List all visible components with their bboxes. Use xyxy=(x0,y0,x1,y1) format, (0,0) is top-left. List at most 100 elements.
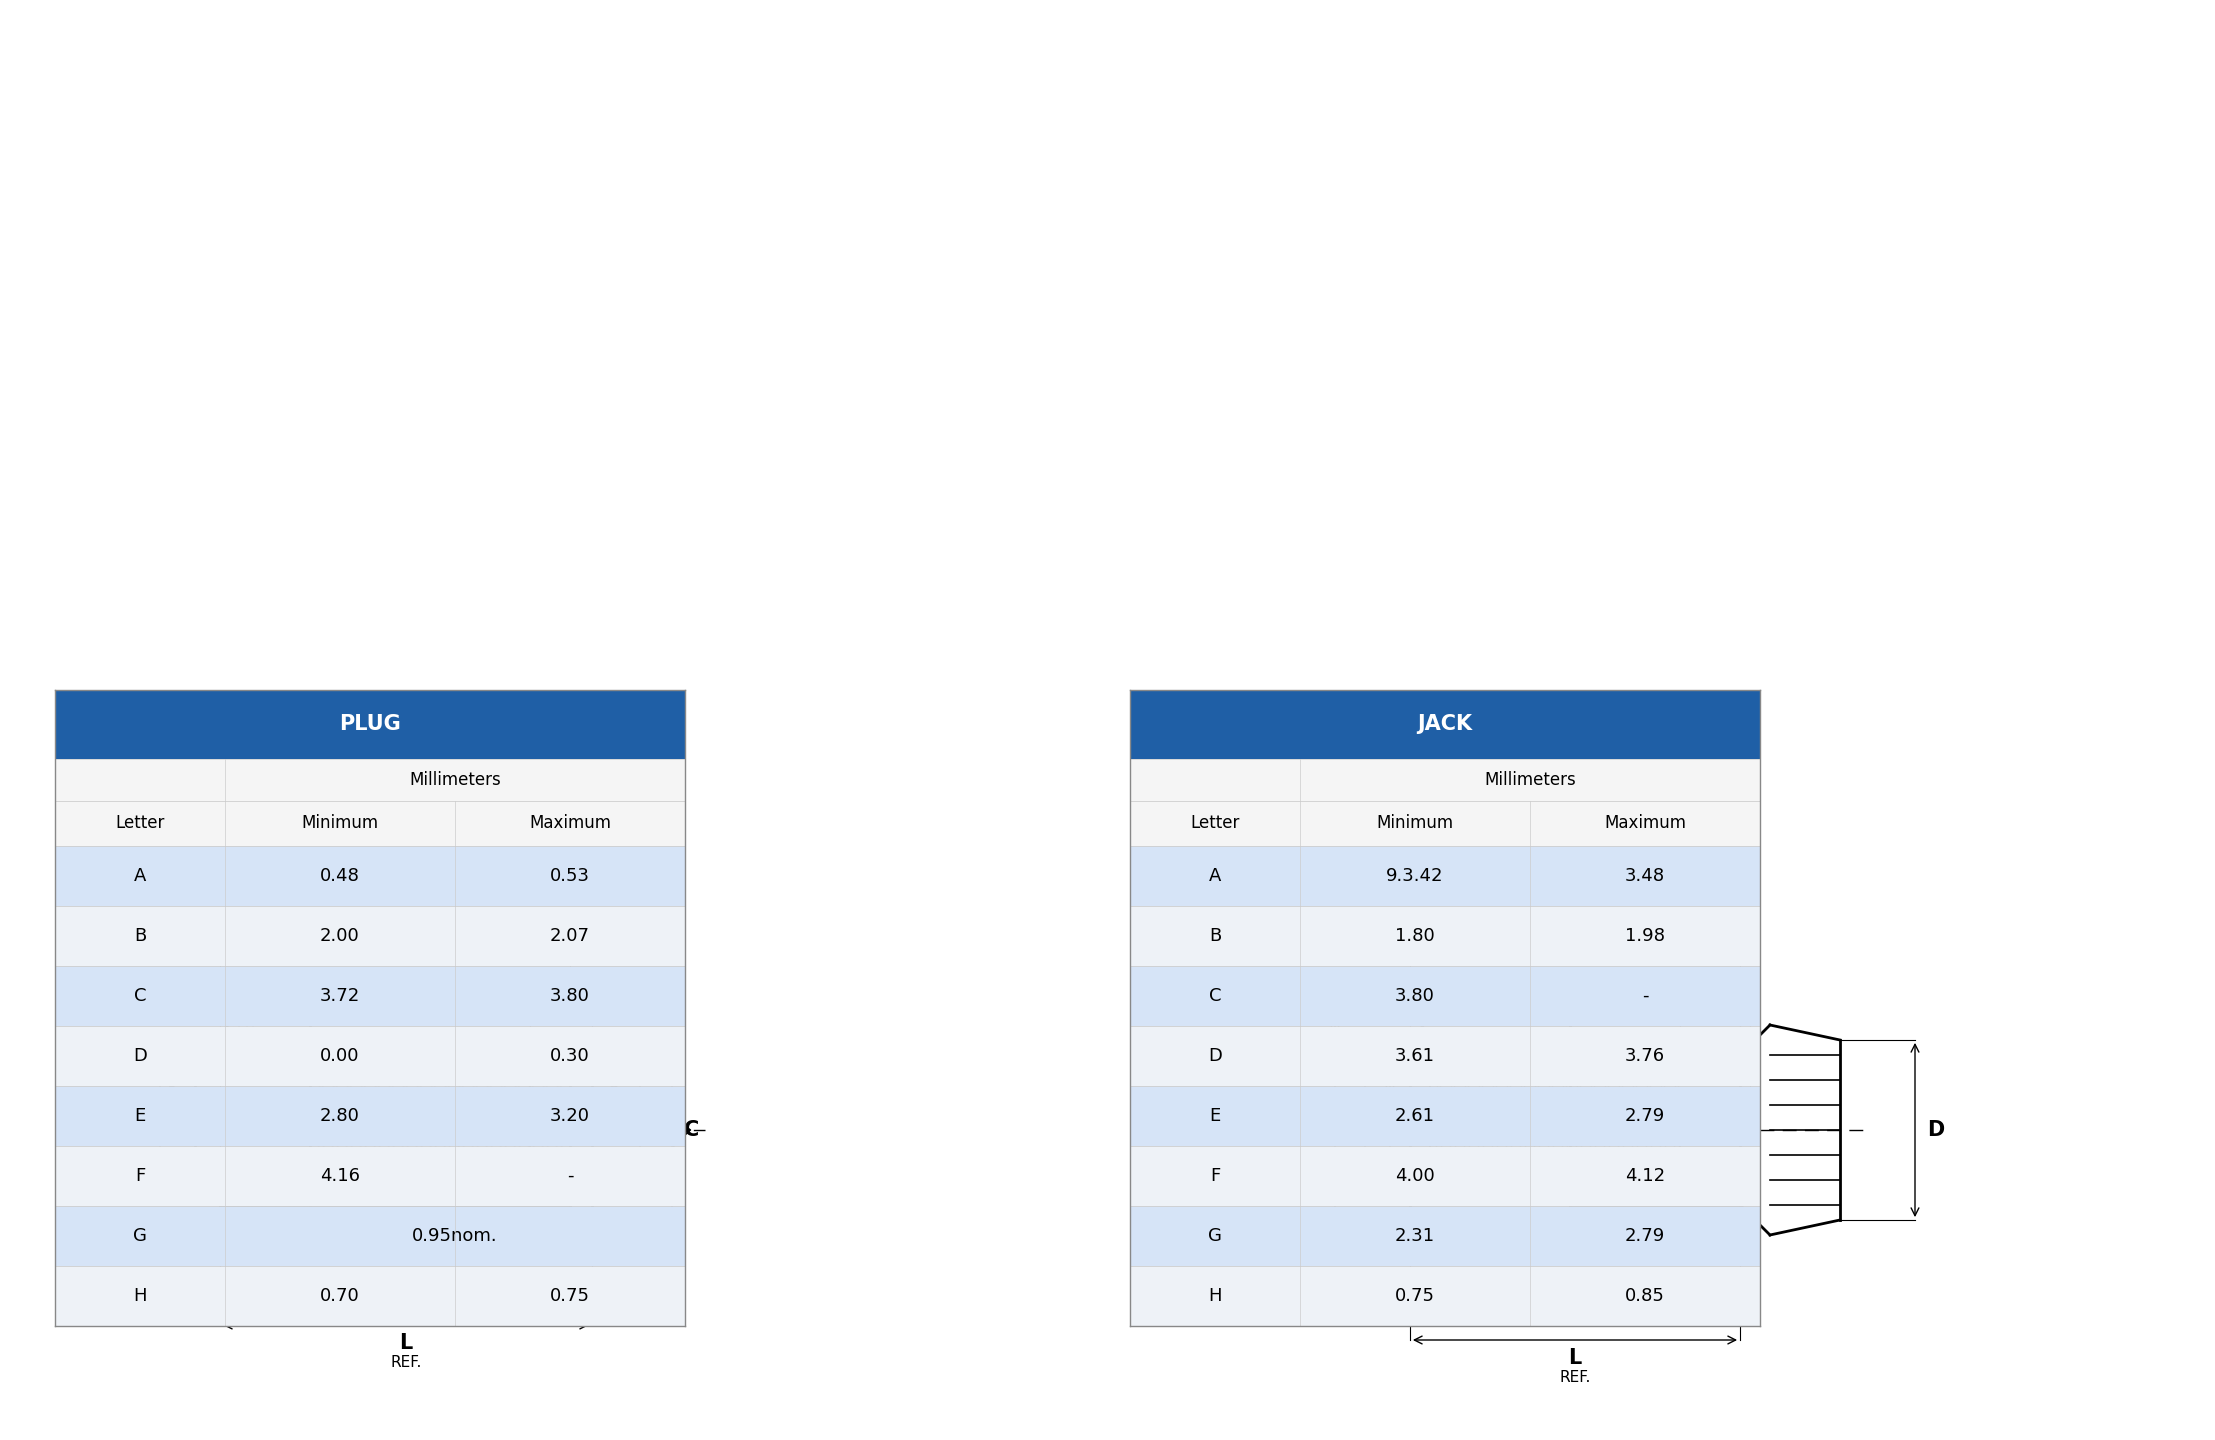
Text: 3.80: 3.80 xyxy=(1395,986,1435,1005)
Text: -: - xyxy=(1641,986,1648,1005)
Text: -: - xyxy=(567,1166,574,1185)
Text: 2.00: 2.00 xyxy=(321,927,359,945)
Polygon shape xyxy=(1130,690,1761,759)
Polygon shape xyxy=(55,690,684,759)
Text: 0.95nom.: 0.95nom. xyxy=(412,1227,498,1246)
Text: D: D xyxy=(1207,1047,1223,1066)
Polygon shape xyxy=(1130,966,1761,1025)
Text: Maximum: Maximum xyxy=(529,815,611,832)
Text: C: C xyxy=(1307,1120,1322,1140)
Text: L: L xyxy=(1568,1348,1582,1368)
Polygon shape xyxy=(1130,845,1761,906)
Text: D: D xyxy=(133,1047,146,1066)
Text: H: H xyxy=(368,950,383,968)
Text: 9.3.42: 9.3.42 xyxy=(1387,867,1444,886)
Polygon shape xyxy=(55,1086,684,1146)
Text: A: A xyxy=(607,1081,620,1100)
Text: 3.80: 3.80 xyxy=(549,986,589,1005)
Text: 2.79: 2.79 xyxy=(1626,1227,1666,1246)
Text: A: A xyxy=(1364,1120,1378,1139)
Text: 0.48: 0.48 xyxy=(319,867,359,886)
Text: Millimeters: Millimeters xyxy=(410,770,501,789)
Polygon shape xyxy=(55,759,684,801)
Text: C: C xyxy=(684,1120,700,1140)
Text: E: E xyxy=(135,1107,146,1125)
Text: REF.: REF. xyxy=(390,1355,421,1369)
Text: E: E xyxy=(388,914,403,935)
PathPatch shape xyxy=(219,1205,310,1240)
Text: 0.00: 0.00 xyxy=(321,1047,359,1066)
Polygon shape xyxy=(1130,801,1761,845)
Bar xyxy=(1570,1056,1679,1205)
Polygon shape xyxy=(55,966,684,1025)
Text: B: B xyxy=(614,1223,629,1243)
Text: 4.00: 4.00 xyxy=(1395,1166,1435,1185)
Text: 0.30: 0.30 xyxy=(549,1047,589,1066)
Polygon shape xyxy=(1130,1025,1761,1086)
Text: 1.98: 1.98 xyxy=(1626,927,1666,945)
Text: B: B xyxy=(1340,1102,1353,1119)
Text: L: L xyxy=(399,1333,412,1354)
Text: 2.07: 2.07 xyxy=(549,927,589,945)
Text: 0.75: 0.75 xyxy=(549,1287,589,1305)
Text: 4.12: 4.12 xyxy=(1626,1166,1666,1185)
Text: 3.61: 3.61 xyxy=(1395,1047,1435,1066)
Text: G: G xyxy=(131,1120,148,1140)
Text: JACK: JACK xyxy=(1418,714,1473,734)
Polygon shape xyxy=(1130,906,1761,966)
Text: Letter: Letter xyxy=(1189,815,1240,832)
Text: E: E xyxy=(1568,914,1582,935)
Text: H: H xyxy=(1706,986,1721,1005)
Text: 2.79: 2.79 xyxy=(1626,1107,1666,1125)
Text: 2.61: 2.61 xyxy=(1395,1107,1435,1125)
Text: Maximum: Maximum xyxy=(1604,815,1686,832)
Text: D: D xyxy=(580,1233,596,1251)
Text: H: H xyxy=(1207,1287,1223,1305)
Text: A: A xyxy=(1209,867,1220,886)
Text: B: B xyxy=(1209,927,1220,945)
Polygon shape xyxy=(55,801,684,845)
Text: 0.85: 0.85 xyxy=(1626,1287,1666,1305)
Polygon shape xyxy=(1130,759,1761,801)
Polygon shape xyxy=(1130,1086,1761,1146)
Text: 3.76: 3.76 xyxy=(1626,1047,1666,1066)
Text: F: F xyxy=(135,1166,146,1185)
Polygon shape xyxy=(55,1025,684,1086)
Bar xyxy=(310,1056,569,1205)
Text: C: C xyxy=(1209,986,1220,1005)
PathPatch shape xyxy=(219,1020,310,1056)
Text: G: G xyxy=(133,1227,146,1246)
Text: 3.48: 3.48 xyxy=(1626,867,1666,886)
Text: G: G xyxy=(1207,1227,1223,1246)
Polygon shape xyxy=(1130,1207,1761,1266)
Text: 3.20: 3.20 xyxy=(549,1107,589,1125)
Text: Minimum: Minimum xyxy=(301,815,379,832)
Text: D: D xyxy=(1927,1120,1945,1140)
Text: Millimeters: Millimeters xyxy=(1484,770,1575,789)
Polygon shape xyxy=(55,1266,684,1326)
Text: 4.16: 4.16 xyxy=(319,1166,361,1185)
Text: A: A xyxy=(133,867,146,886)
Text: 0.53: 0.53 xyxy=(549,867,589,886)
Text: Letter: Letter xyxy=(115,815,164,832)
Polygon shape xyxy=(55,906,684,966)
Text: PLUG: PLUG xyxy=(339,714,401,734)
Text: 0.70: 0.70 xyxy=(321,1287,359,1305)
Polygon shape xyxy=(55,1146,684,1207)
Text: 2.31: 2.31 xyxy=(1395,1227,1435,1246)
Text: G: G xyxy=(1648,952,1663,971)
Polygon shape xyxy=(1130,1266,1761,1326)
Text: C: C xyxy=(133,986,146,1005)
Text: REF.: REF. xyxy=(1559,1369,1590,1385)
Text: 2.80: 2.80 xyxy=(319,1107,359,1125)
Text: F: F xyxy=(1209,1166,1220,1185)
Text: E: E xyxy=(1209,1107,1220,1125)
Text: 3.72: 3.72 xyxy=(319,986,361,1005)
Text: 0.75: 0.75 xyxy=(1395,1287,1435,1305)
Polygon shape xyxy=(55,845,684,906)
Polygon shape xyxy=(55,1207,684,1266)
Polygon shape xyxy=(1130,1146,1761,1207)
Bar xyxy=(1431,1076,1570,1185)
Text: H: H xyxy=(133,1287,146,1305)
Text: Minimum: Minimum xyxy=(1376,815,1453,832)
